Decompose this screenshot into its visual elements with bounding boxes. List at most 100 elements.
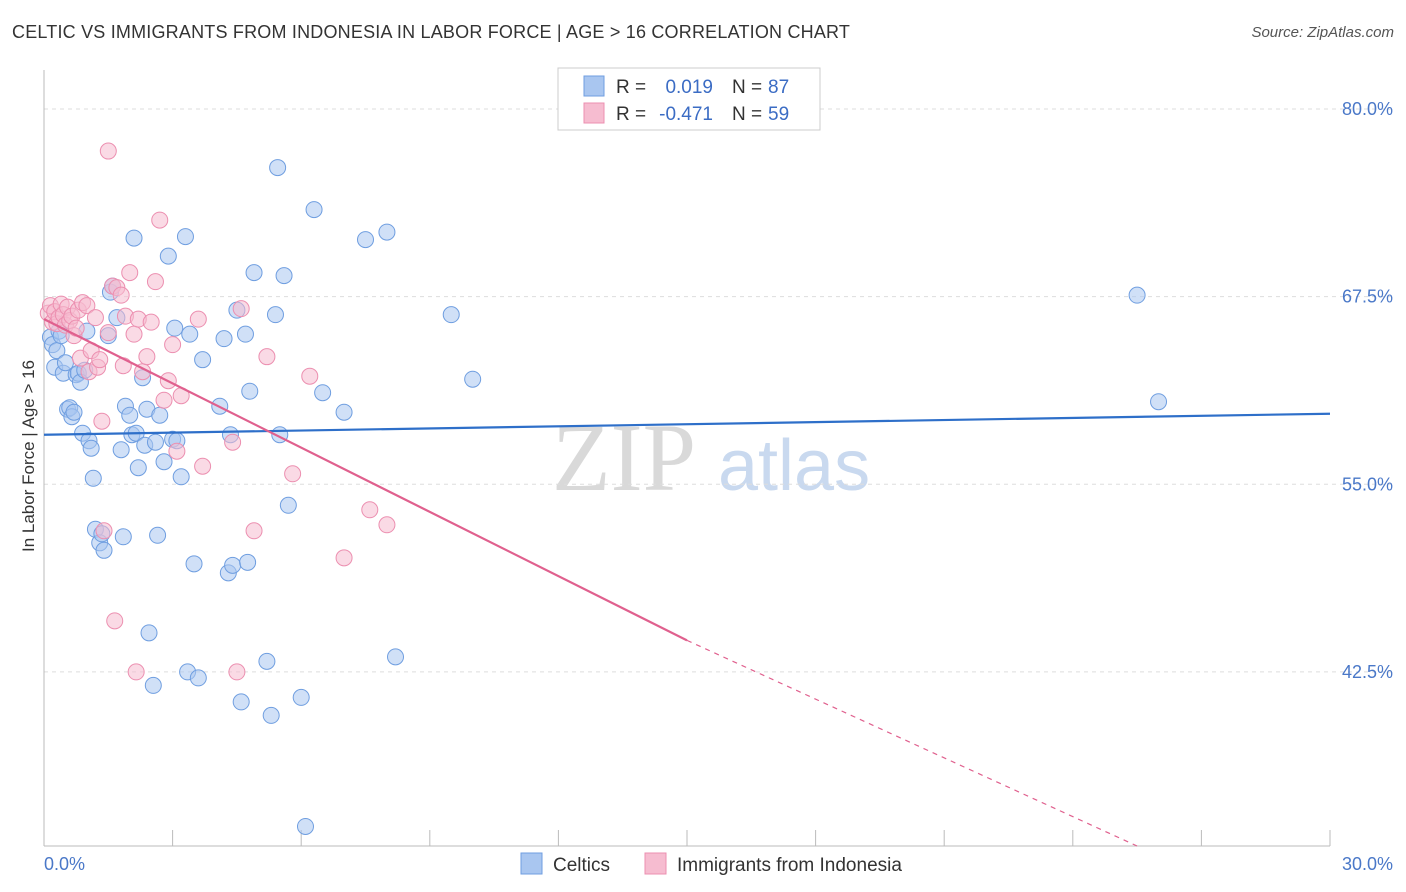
celtics-point (224, 556, 242, 574)
indonesia-point (146, 273, 164, 291)
celtics-point (185, 555, 203, 573)
celtics-point (236, 325, 254, 343)
celtics-point (357, 231, 374, 249)
indonesia-point (284, 465, 302, 483)
celtics-point (159, 247, 177, 265)
celtics-point (262, 706, 280, 724)
celtics-point (464, 370, 482, 388)
celtics-point (176, 228, 194, 246)
bottom-legend-label-celtics: Celtics (553, 855, 610, 876)
celtics-point (241, 382, 259, 400)
indonesia-point (112, 286, 130, 304)
x-tick-label-max: 30.0% (1342, 854, 1393, 874)
celtics-point (269, 159, 287, 177)
celtics-point (129, 459, 147, 477)
celtics-point (172, 468, 190, 486)
celtics-point (215, 330, 233, 348)
indonesia-point (378, 516, 396, 534)
celtics-point (151, 406, 169, 424)
celtics-point (335, 403, 353, 421)
x-tick-label-min: 0.0% (44, 854, 85, 874)
indonesia-point (194, 457, 212, 475)
x-axis-ticks (43, 830, 1331, 846)
celtics-point (387, 648, 405, 666)
indonesia-point (335, 549, 353, 567)
indonesia-point (151, 211, 169, 229)
celtics-point (266, 306, 284, 324)
celtics-point (275, 267, 293, 285)
celtics-point (305, 201, 323, 219)
celtics-point (1150, 393, 1168, 411)
indonesia-point (189, 310, 207, 328)
celtics-point (279, 496, 297, 514)
source-credit: Source: ZipAtlas.com (1251, 24, 1394, 41)
celtics-point (144, 676, 162, 694)
legend-r-label-celtics: R = (616, 77, 646, 98)
watermark-atlas: atlas (718, 426, 870, 506)
y-axis-title: In Labor Force | Age > 16 (19, 360, 38, 552)
indonesia-point (121, 264, 139, 282)
bottom-legend-swatch-indonesia (644, 852, 667, 875)
indonesia-point (168, 442, 186, 460)
celtics-point (95, 541, 113, 559)
indonesia-point (361, 501, 379, 519)
y-tick-label-80: 80.0% (1342, 99, 1393, 119)
celtics-point (112, 441, 130, 459)
y-tick-label-67-5: 67.5% (1342, 287, 1393, 307)
correlation-legend: R = 0.019 N = 87 R = -0.471 N = 59 (557, 67, 821, 131)
celtics-point (292, 688, 310, 706)
indonesia-point (125, 325, 143, 343)
legend-r-label-indonesia: R = (616, 104, 646, 125)
series-celtics-points (41, 159, 1168, 835)
indonesia-point (99, 142, 117, 160)
indonesia-point (155, 391, 173, 409)
bottom-legend-swatch-celtics (520, 852, 543, 875)
chart-title: CELTIC VS IMMIGRANTS FROM INDONESIA IN L… (12, 22, 851, 42)
celtics-point (125, 229, 143, 247)
celtics-point (189, 669, 207, 687)
indonesia-point (93, 412, 111, 430)
indonesia-point (164, 336, 182, 354)
celtics-point (181, 325, 199, 343)
celtics-point (166, 319, 184, 337)
celtics-point (82, 439, 100, 457)
indonesia-point (301, 367, 319, 385)
indonesia-point (86, 309, 104, 327)
y-tick-label-55: 55.0% (1342, 474, 1393, 494)
watermark-zip: ZIP (552, 404, 696, 511)
indonesia-point (95, 522, 113, 540)
indonesia-point (258, 348, 276, 366)
indonesia-point (138, 348, 156, 366)
indonesia-point (91, 351, 109, 369)
y-tick-label-42-5: 42.5% (1342, 662, 1393, 682)
celtics-trend-line (43, 412, 1331, 436)
legend-swatch-celtics (583, 75, 605, 97)
celtics-point (65, 403, 83, 421)
legend-r-value-celtics: 0.019 (665, 77, 713, 98)
indonesia-point (106, 612, 124, 630)
celtics-point (121, 406, 139, 424)
celtics-point (1128, 286, 1146, 304)
indonesia-trend-extension (686, 639, 1138, 847)
celtics-point (232, 693, 250, 711)
legend-n-value-celtics: 87 (768, 77, 789, 98)
legend-n-value-indonesia: 59 (768, 104, 789, 125)
series-indonesia-points (39, 142, 396, 681)
indonesia-point (78, 297, 96, 315)
legend-swatch-indonesia (583, 102, 605, 124)
legend-n-label-celtics: N = (732, 77, 762, 98)
celtics-point (149, 526, 167, 544)
indonesia-point (142, 313, 160, 331)
indonesia-point (127, 663, 145, 681)
celtics-point (194, 351, 212, 369)
trend-lines (43, 318, 1331, 847)
celtics-point (314, 384, 332, 402)
celtics-point (239, 553, 257, 571)
celtics-point (378, 223, 396, 241)
indonesia-point (224, 433, 242, 451)
celtics-point (84, 469, 102, 487)
indonesia-point (228, 663, 246, 681)
indonesia-point (67, 319, 85, 337)
bottom-legend-label-indonesia: Immigrants from Indonesia (677, 855, 902, 876)
